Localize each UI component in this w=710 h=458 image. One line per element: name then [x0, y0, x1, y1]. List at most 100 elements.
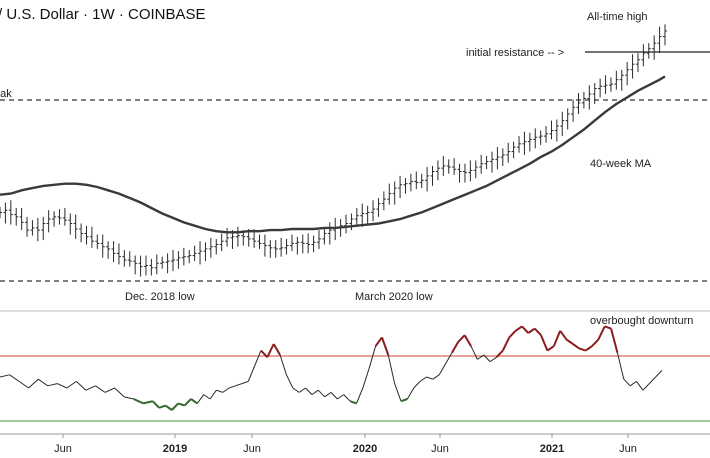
indicator-segment: [177, 402, 185, 407]
x-axis-ticks: Jun 2019 Jun 2020 Jun 2021 Jun: [54, 434, 637, 455]
indicator-segment: [0, 374, 10, 378]
indicator-segment: [419, 376, 427, 382]
indicator-segment: [610, 328, 619, 354]
indicator-segment: [18, 380, 29, 389]
indicator-segment: [216, 389, 223, 393]
indicator-segment: [114, 387, 125, 398]
indicator-segment: [266, 343, 275, 358]
x-tick-label: Jun: [54, 443, 72, 455]
indicator-segment: [28, 378, 39, 389]
indicator-segment: [66, 380, 77, 389]
indicator-segment: [368, 346, 377, 369]
x-tick-label: Jun: [619, 443, 637, 455]
indicator-segment: [254, 350, 262, 367]
indicator-segment: [533, 327, 542, 336]
indicator-segment: [477, 354, 485, 360]
indicator-segment: [222, 387, 230, 393]
indicator-segment: [457, 334, 466, 343]
indicator-segment: [324, 391, 332, 398]
indicator-segment: [190, 398, 198, 405]
indicator-segment: [604, 325, 612, 330]
ma-40-week-line: [0, 75, 666, 234]
indicator-segment: [76, 381, 87, 391]
price-bars: [0, 24, 667, 277]
indicator-segment: [104, 387, 115, 393]
all-time-high-label: All-time high: [587, 11, 648, 23]
indicator-segment: [387, 354, 396, 384]
indicator-segment: [292, 387, 300, 393]
x-tick-label: Jun: [431, 443, 449, 455]
indicator-segment: [209, 389, 217, 400]
indicator-segment: [343, 394, 351, 402]
indicator-segment: [394, 383, 402, 402]
indicator-segment: [445, 352, 453, 365]
indicator-segment: [317, 389, 325, 398]
indicator-segment: [451, 341, 460, 354]
indicator-segment: [489, 356, 497, 363]
indicator-line: [0, 325, 663, 411]
indicator-segment: [142, 400, 153, 405]
indicator-segment: [565, 338, 574, 345]
indicator-segment: [616, 352, 625, 380]
indicator-segment: [47, 383, 58, 387]
indicator-segment: [521, 325, 530, 334]
indicator-segment: [305, 387, 313, 395]
indicator-segment: [552, 330, 562, 347]
indicator-segment: [629, 380, 637, 387]
indicator-segment: [585, 345, 593, 352]
indicator-segment: [495, 349, 504, 358]
indicator-segment: [152, 400, 160, 409]
indicator-segment: [9, 374, 20, 382]
indicator-segment: [501, 336, 511, 352]
indicator-segment: [272, 343, 281, 356]
indicator-segment: [311, 389, 319, 396]
indicator-segment: [470, 345, 478, 360]
indicator-segment: [591, 338, 600, 347]
indicator-segment: [432, 374, 440, 380]
indicator-segment: [374, 336, 383, 347]
indicator-segment: [279, 354, 287, 375]
indicator-segment: [37, 378, 49, 387]
overbought-label: overbought downturn: [590, 315, 693, 327]
indicator-segment: [546, 345, 555, 352]
indicator-segment: [196, 394, 205, 404]
indicator-segment: [636, 381, 644, 391]
indicator-segment: [623, 378, 631, 387]
indicator-segment: [85, 385, 96, 391]
indicator-segment: [124, 396, 134, 400]
march-2020-low-label: March 2020 low: [355, 291, 433, 303]
indicator-segment: [203, 394, 211, 400]
indicator-segment: [260, 349, 269, 358]
indicator-segment: [438, 363, 447, 376]
left-cut-label: eak: [0, 88, 12, 100]
indicator-segment: [362, 368, 370, 389]
indicator-segment: [426, 376, 434, 380]
dec-2018-low-label: Dec. 2018 low: [125, 291, 195, 303]
indicator-segment: [228, 385, 236, 389]
indicator-segment: [164, 404, 173, 411]
indicator-segment: [559, 330, 568, 341]
indicator-segment: [515, 325, 523, 332]
indicator-segment: [597, 325, 606, 341]
indicator-segment: [298, 387, 306, 393]
indicator-segment: [527, 327, 536, 334]
indicator-segment: [241, 380, 249, 385]
x-tick-label: Jun: [243, 443, 261, 455]
x-tick-label: 2020: [353, 443, 377, 455]
indicator-segment: [508, 330, 517, 339]
indicator-segment: [95, 385, 106, 393]
indicator-segment: [247, 365, 256, 382]
indicator-segment: [337, 394, 345, 400]
indicator-segment: [349, 400, 357, 405]
indicator-segment: [648, 376, 656, 384]
indicator-segment: [413, 381, 421, 389]
indicator-segment: [133, 398, 144, 405]
initial-resistance-label: initial resistance -- >: [466, 47, 564, 59]
indicator-segment: [578, 347, 586, 352]
indicator-segment: [642, 383, 650, 391]
indicator-segment: [572, 343, 580, 350]
indicator-segment: [483, 354, 491, 362]
ma-label: 40-week MA: [590, 158, 652, 170]
indicator-segment: [380, 337, 390, 356]
